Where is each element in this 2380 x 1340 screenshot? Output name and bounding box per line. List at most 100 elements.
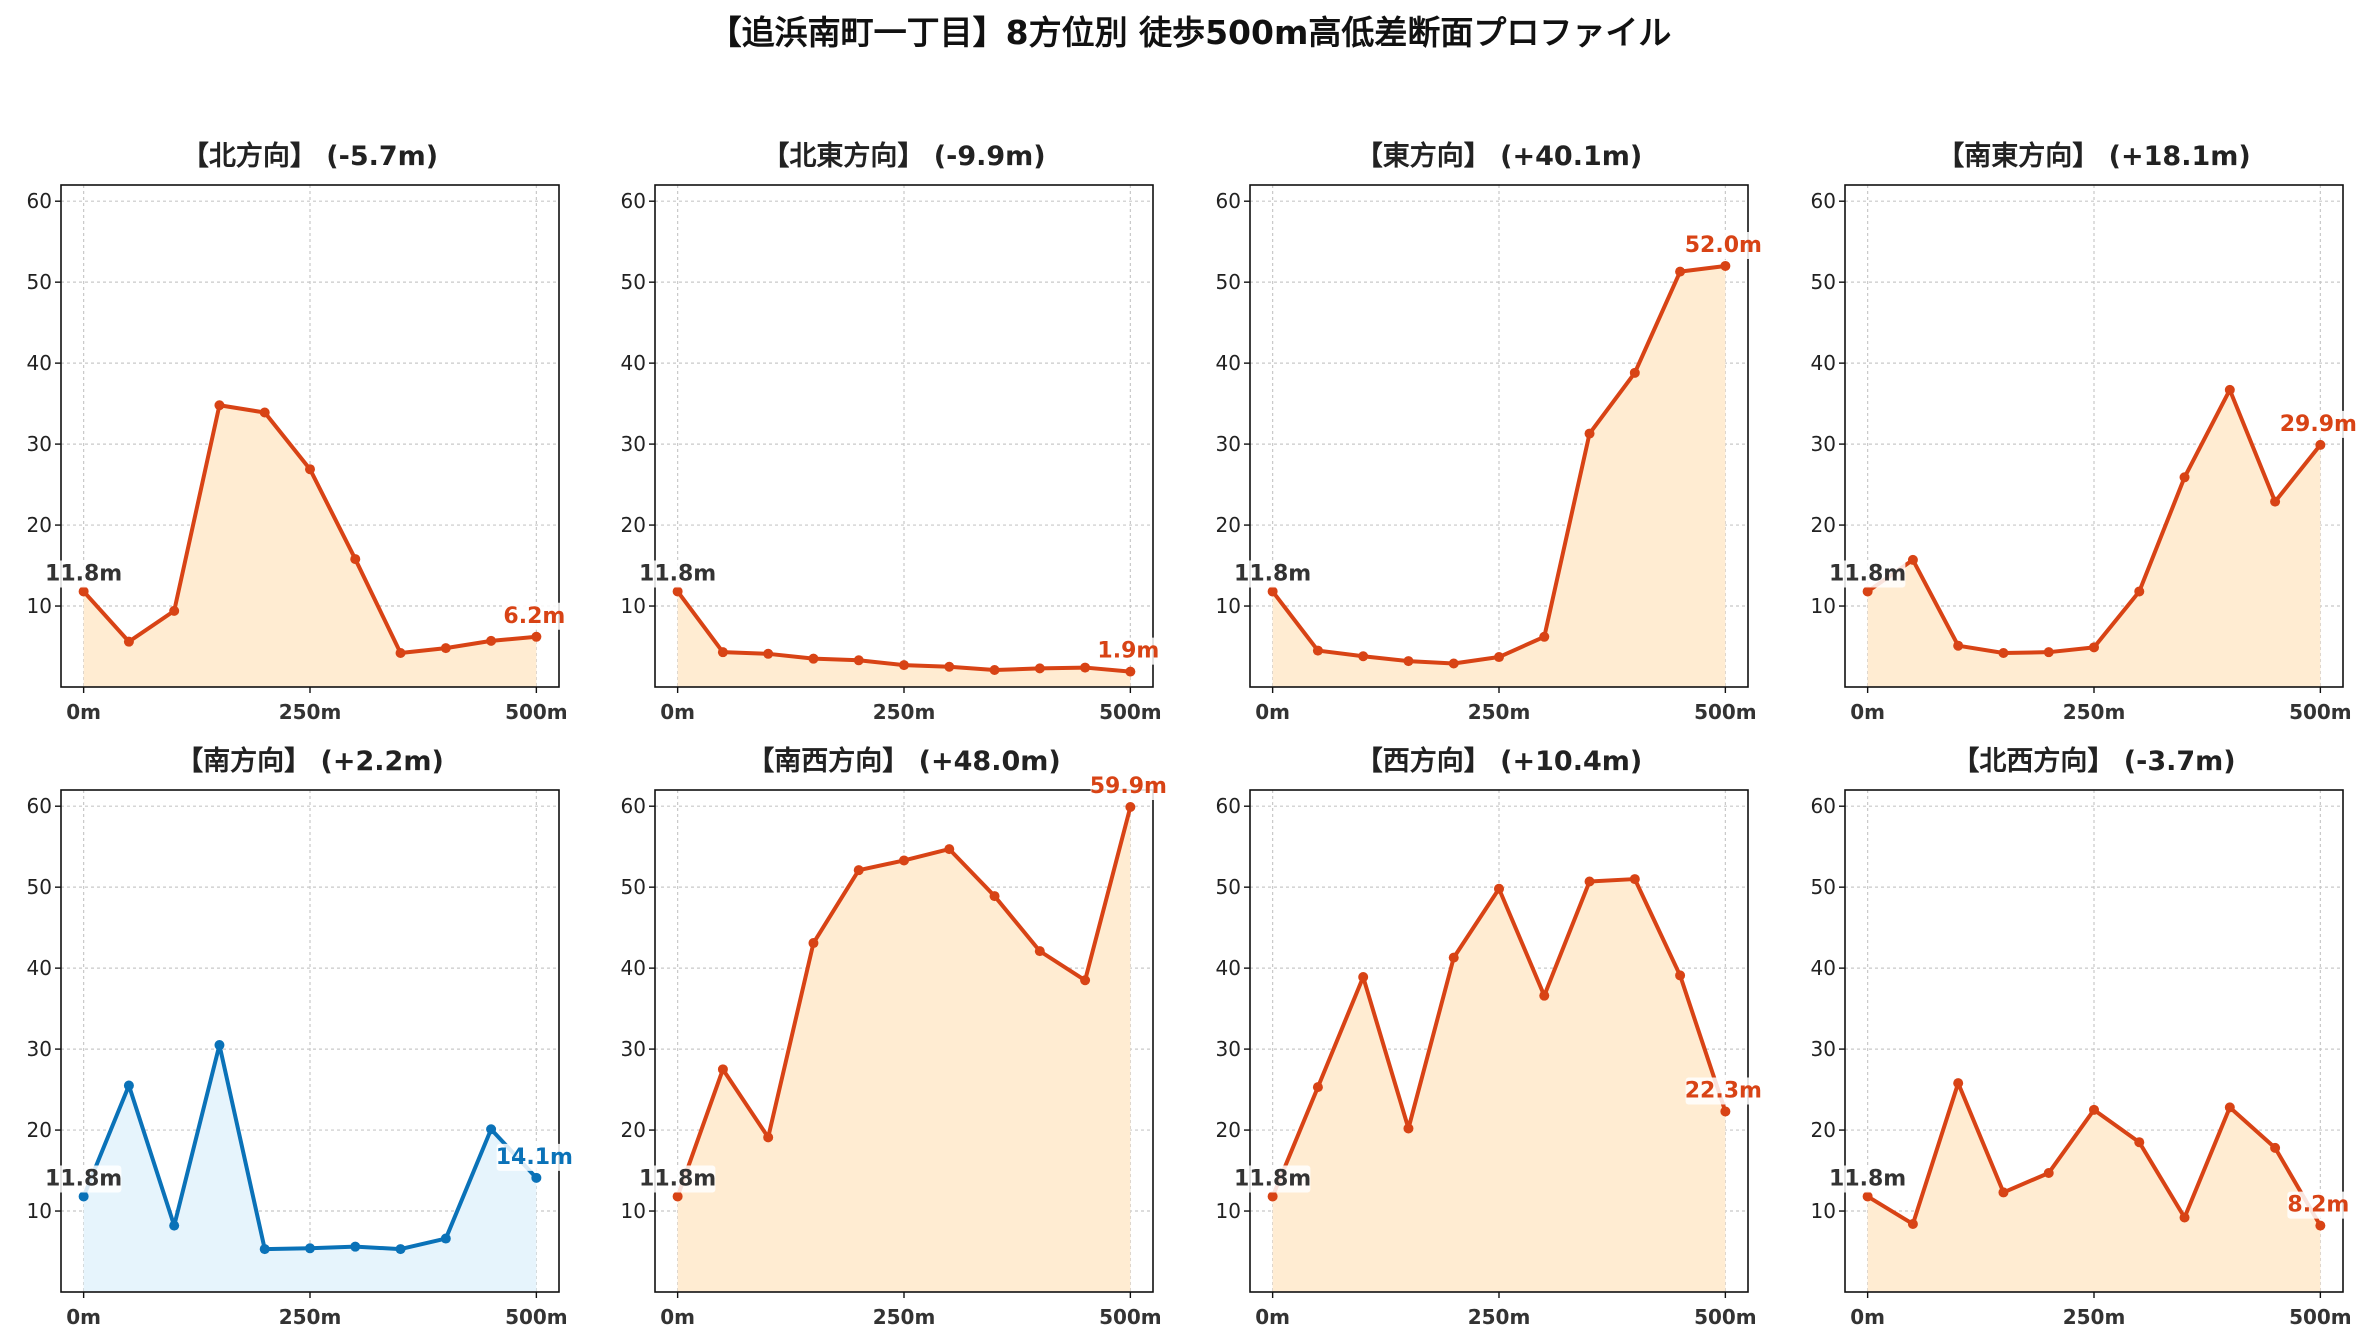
y-tick-label: 60 [1216,794,1241,818]
x-tick-label: 500m [2289,700,2352,724]
y-tick-label: 40 [1811,351,1836,375]
y-tick-label: 40 [1216,956,1241,980]
data-point [1629,874,1640,885]
y-tick-label: 50 [1811,875,1836,899]
x-tick-label: 500m [505,700,568,724]
x-tick-label: 0m [1255,1305,1290,1329]
data-point [2224,384,2235,395]
data-point [1720,260,1731,271]
start-elevation-label: 11.8m [1829,1166,1906,1191]
data-point [1584,428,1595,439]
y-tick-label: 30 [27,432,52,456]
data-point [1862,586,1873,597]
y-tick-label: 50 [27,270,52,294]
panel-7: 【北西方向】 (-3.7m) 10 20 30 40 50 60 0m 250m 500m 11.8… [1811,745,2352,1329]
end-elevation-label: 22.3m [1685,1078,1762,1103]
y-tick-label: 20 [27,1118,52,1142]
y-tick-label: 30 [1811,1037,1836,1061]
start-elevation-label: 11.8m [1829,561,1906,586]
data-point [1998,1187,2009,1198]
y-tick-label: 10 [1216,1199,1241,1223]
data-point [440,1233,451,1244]
start-elevation-label: 11.8m [639,1166,716,1191]
end-elevation-label: 29.9m [2280,412,2357,437]
data-point [2179,472,2190,483]
y-tick-label: 30 [621,1037,646,1061]
profile-area [1272,879,1726,1292]
data-point [1494,883,1504,894]
y-tick-label: 10 [621,1199,646,1223]
data-point [1720,1106,1731,1117]
start-elevation-label-bg [639,560,716,588]
x-tick-label: 0m [660,700,695,724]
data-point [2270,496,2281,507]
panel-2: 【東方向】 (+40.1m) 10 20 30 40 50 60 0m 250m 500m 11.8… [1216,140,1762,724]
data-point [2270,1142,2281,1153]
y-tick-label: 20 [1216,1118,1241,1142]
y-tick-label: 60 [1811,189,1836,213]
data-point [989,664,1000,675]
data-point [2043,1167,2054,1178]
data-point [2089,1104,2099,1115]
x-tick-label: 500m [1694,1305,1757,1329]
data-point [989,891,1000,902]
data-point [763,1132,774,1143]
end-elevation-label-bg [2287,1191,2350,1219]
panel-6: 【西方向】 (+10.4m) 10 20 30 40 50 60 0m 250m 500m 11.8… [1216,745,1762,1329]
y-tick-label: 20 [1216,513,1241,537]
data-point [2134,586,2145,597]
y-tick-label: 10 [621,594,646,618]
panel-title: 【北方向】 (-5.7m) [182,140,438,172]
data-point [808,938,819,949]
data-point [1862,1191,1873,1202]
panel-title: 【南西方向】 (+48.0m) [747,745,1060,777]
data-point [853,865,864,876]
end-elevation-label-bg [1685,231,1762,259]
data-point [944,844,955,855]
end-elevation-label-bg [503,602,566,630]
panel-3: 【南東方向】 (+18.1m) 10 20 30 40 50 60 0m 250m 500m 11.… [1811,140,2357,724]
y-tick-label: 20 [621,1118,646,1142]
y-tick-label: 30 [27,1037,52,1061]
profile-area [1867,1083,2321,1292]
data-point [169,1220,180,1231]
panel-title: 【北東方向】 (-9.9m) [762,140,1045,172]
x-tick-label: 0m [1850,1305,1885,1329]
data-point [78,1191,89,1202]
y-tick-label: 40 [27,956,52,980]
x-tick-label: 250m [1468,1305,1531,1329]
end-elevation-label-bg [496,1143,573,1171]
y-tick-label: 60 [621,189,646,213]
data-point [1494,652,1504,663]
end-elevation-label: 1.9m [1097,639,1159,664]
start-elevation-label: 11.8m [639,561,716,586]
data-point [305,464,315,475]
y-tick-label: 50 [621,875,646,899]
figure-title: 【追浜南町一丁目】8方位別 徒歩500m高低差断面プロファイル [709,13,1672,52]
x-tick-label: 250m [2063,1305,2126,1329]
profile-area [1272,265,1726,687]
start-elevation-label-bg [1829,560,1906,588]
data-point [1080,975,1091,986]
x-tick-label: 0m [66,700,101,724]
x-tick-label: 250m [873,700,936,724]
data-point [78,586,89,597]
y-tick-label: 10 [1216,594,1241,618]
x-tick-label: 500m [505,1305,568,1329]
y-tick-label: 10 [27,594,52,618]
data-point [717,647,728,658]
y-tick-label: 10 [1811,594,1836,618]
data-point [1907,1218,1918,1229]
data-point [1953,640,1964,651]
data-point [2089,642,2099,653]
x-tick-label: 0m [1255,700,1290,724]
y-tick-label: 30 [1216,432,1241,456]
data-point [1448,658,1459,669]
data-point [1448,952,1459,963]
y-tick-label: 20 [27,513,52,537]
panel-0: 【北方向】 (-5.7m) 10 20 30 40 50 60 0m 250m 500m 11.8m… [27,140,568,724]
start-elevation-label-bg [1829,1165,1906,1193]
y-tick-label: 60 [1216,189,1241,213]
y-tick-label: 50 [1216,875,1241,899]
